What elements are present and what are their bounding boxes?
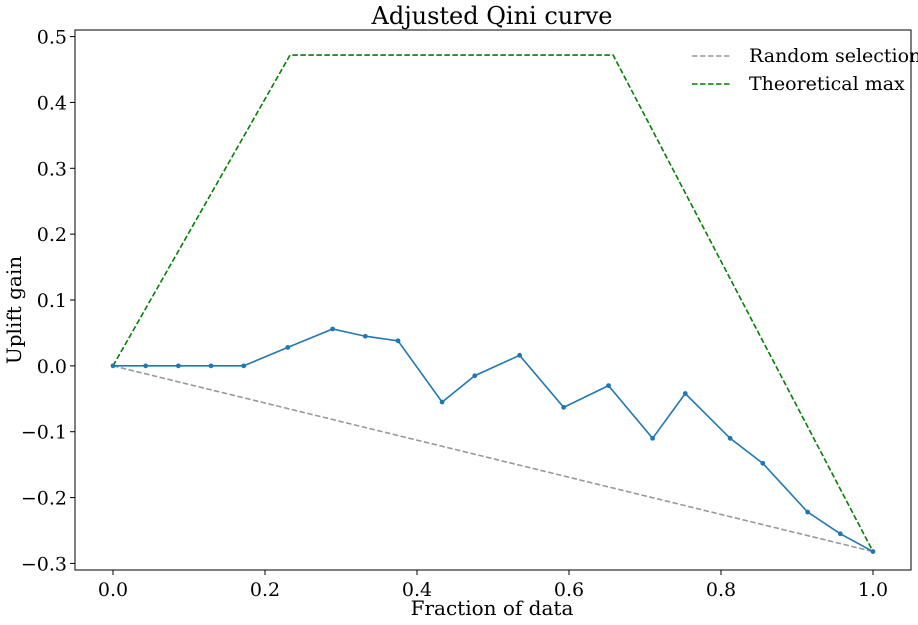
y-tick-label: 0.2 xyxy=(37,224,67,246)
x-tick-label: 0.8 xyxy=(706,579,736,601)
data-point xyxy=(606,383,611,389)
data-point xyxy=(472,373,478,379)
data-point xyxy=(208,363,214,369)
y-tick-label: 0.5 xyxy=(37,27,67,49)
x-tick-label: 1.0 xyxy=(858,579,888,601)
series-line-0 xyxy=(113,328,874,553)
data-point xyxy=(439,399,445,405)
data-point xyxy=(143,363,149,369)
x-axis-label: Fraction of data xyxy=(411,596,574,620)
data-point xyxy=(760,460,766,466)
plot-area xyxy=(110,54,876,554)
data-point xyxy=(650,435,655,441)
data-point xyxy=(561,404,567,410)
data-point xyxy=(362,333,368,339)
data-point xyxy=(395,338,401,344)
y-tick-label: 0.4 xyxy=(37,92,67,114)
data-point xyxy=(285,345,291,350)
data-point xyxy=(517,352,522,358)
y-tick-label: 0.0 xyxy=(37,356,67,378)
data-point xyxy=(805,509,811,515)
data-point xyxy=(870,549,876,554)
data-point xyxy=(175,363,181,369)
series-line-2 xyxy=(112,54,874,552)
y-tick-label: −0.2 xyxy=(21,488,67,510)
y-tick-label: 0.3 xyxy=(37,158,67,180)
data-point xyxy=(727,435,733,441)
data-point xyxy=(837,531,843,537)
x-tick-label: 0.4 xyxy=(402,579,432,601)
axis-ticks: 0.0 0.2 0.4 0.6 0.8 1.0 −0.3 −0.2 −0.1 0.0 0.1 0.2 0… xyxy=(21,27,888,601)
legend-label: Theoretical max xyxy=(749,73,905,95)
y-tick-label: 0.1 xyxy=(37,290,67,312)
x-tick-label: 0.0 xyxy=(98,579,128,601)
legend: Random selection Theoretical max xyxy=(692,45,918,95)
chart-title: Adjusted Qini curve xyxy=(371,2,613,30)
series-line-1 xyxy=(112,365,874,553)
legend-label: Random selection xyxy=(749,45,918,67)
x-tick-label: 0.6 xyxy=(554,579,584,601)
y-axis-label: Uplift gain xyxy=(2,256,26,364)
data-point xyxy=(110,363,116,369)
data-point xyxy=(682,391,688,396)
data-point xyxy=(330,326,336,332)
y-tick-label: −0.1 xyxy=(21,422,67,444)
data-point xyxy=(241,363,247,369)
y-tick-label: −0.3 xyxy=(21,553,67,575)
x-tick-label: 0.2 xyxy=(250,579,280,601)
